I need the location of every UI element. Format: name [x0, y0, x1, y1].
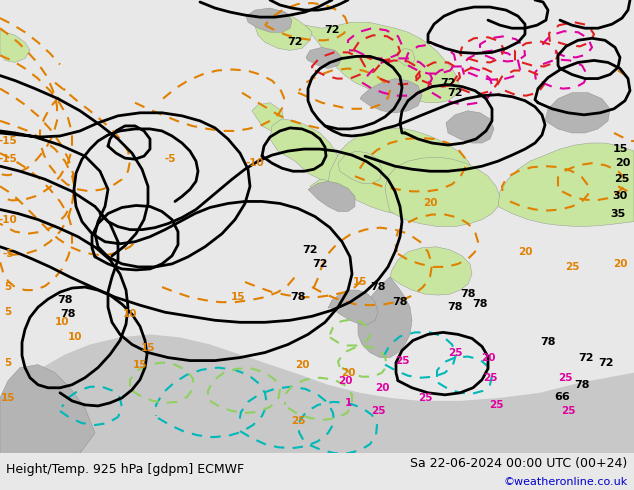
- Polygon shape: [246, 8, 292, 32]
- Text: 78: 78: [290, 292, 306, 302]
- Polygon shape: [328, 128, 478, 217]
- Text: 10: 10: [123, 309, 137, 319]
- Text: 78: 78: [392, 297, 408, 307]
- Polygon shape: [310, 179, 348, 206]
- Text: 20: 20: [481, 353, 495, 363]
- Text: 25: 25: [371, 406, 385, 416]
- Text: 66: 66: [554, 392, 570, 402]
- Text: 20: 20: [375, 383, 389, 393]
- Text: Height/Temp. 925 hPa [gdpm] ECMWF: Height/Temp. 925 hPa [gdpm] ECMWF: [6, 463, 245, 476]
- Polygon shape: [270, 119, 340, 183]
- Text: 15: 15: [133, 360, 147, 369]
- Polygon shape: [338, 151, 382, 183]
- Polygon shape: [360, 78, 422, 113]
- Text: 72: 72: [313, 259, 328, 269]
- Text: 25: 25: [448, 347, 462, 358]
- Text: 30: 30: [612, 192, 628, 201]
- Polygon shape: [446, 111, 494, 143]
- Text: 20: 20: [423, 198, 437, 208]
- Text: 78: 78: [540, 338, 556, 347]
- Text: 78: 78: [447, 302, 463, 312]
- Text: 5: 5: [4, 282, 11, 292]
- Text: 10: 10: [68, 332, 82, 343]
- Text: -15: -15: [0, 136, 17, 146]
- Text: -5: -5: [164, 154, 176, 164]
- Text: -5: -5: [3, 249, 14, 259]
- Text: 5: 5: [4, 358, 11, 368]
- Text: 25: 25: [395, 356, 410, 366]
- Text: 78: 78: [370, 282, 385, 292]
- Text: 25: 25: [565, 262, 579, 272]
- Polygon shape: [0, 334, 634, 453]
- Text: 78: 78: [57, 295, 73, 305]
- Text: 15: 15: [1, 393, 15, 403]
- Polygon shape: [255, 10, 312, 50]
- Text: 78: 78: [60, 309, 75, 319]
- Polygon shape: [545, 93, 610, 133]
- Text: 72: 72: [598, 358, 614, 368]
- Text: 78: 78: [472, 299, 488, 309]
- Text: 78: 78: [574, 380, 590, 390]
- Text: -15: -15: [0, 154, 17, 164]
- Text: 20: 20: [616, 158, 631, 168]
- Text: 78: 78: [460, 289, 476, 299]
- Text: 15: 15: [231, 292, 245, 302]
- Polygon shape: [305, 22, 460, 103]
- Text: 20: 20: [612, 259, 627, 269]
- Text: 20: 20: [295, 360, 309, 369]
- Text: 20: 20: [338, 376, 353, 386]
- Polygon shape: [308, 181, 355, 212]
- Text: 15: 15: [141, 343, 155, 353]
- Text: 72: 72: [440, 77, 456, 88]
- Text: 25: 25: [291, 416, 305, 426]
- Text: 1: 1: [344, 398, 352, 408]
- Text: 72: 72: [287, 37, 303, 48]
- Text: 25: 25: [558, 373, 573, 383]
- Text: 25: 25: [614, 174, 630, 184]
- Text: 5: 5: [4, 307, 11, 317]
- Polygon shape: [398, 49, 415, 66]
- Text: 72: 72: [324, 25, 340, 35]
- Text: 72: 72: [578, 353, 594, 363]
- Text: 25: 25: [560, 406, 575, 416]
- Polygon shape: [358, 277, 412, 358]
- Text: 10: 10: [55, 318, 69, 327]
- Text: 20: 20: [518, 247, 533, 257]
- Text: 72: 72: [447, 88, 463, 98]
- Polygon shape: [385, 157, 500, 226]
- Polygon shape: [0, 365, 95, 453]
- Text: 15: 15: [612, 144, 628, 154]
- Text: 20: 20: [340, 368, 355, 378]
- Text: ©weatheronline.co.uk: ©weatheronline.co.uk: [503, 477, 628, 487]
- Text: 25: 25: [482, 373, 497, 383]
- Polygon shape: [498, 143, 634, 226]
- Polygon shape: [306, 48, 342, 69]
- Text: 25: 25: [489, 400, 503, 410]
- Text: 15: 15: [353, 277, 367, 287]
- Text: -10: -10: [0, 215, 17, 224]
- Polygon shape: [252, 103, 285, 133]
- Text: -10: -10: [245, 158, 264, 168]
- Polygon shape: [328, 290, 378, 324]
- Text: 25: 25: [418, 393, 432, 403]
- Text: Sa 22-06-2024 00:00 UTC (00+24): Sa 22-06-2024 00:00 UTC (00+24): [410, 457, 628, 470]
- Polygon shape: [390, 247, 472, 295]
- Text: 72: 72: [302, 245, 318, 255]
- Polygon shape: [0, 30, 30, 62]
- Text: 35: 35: [611, 209, 626, 219]
